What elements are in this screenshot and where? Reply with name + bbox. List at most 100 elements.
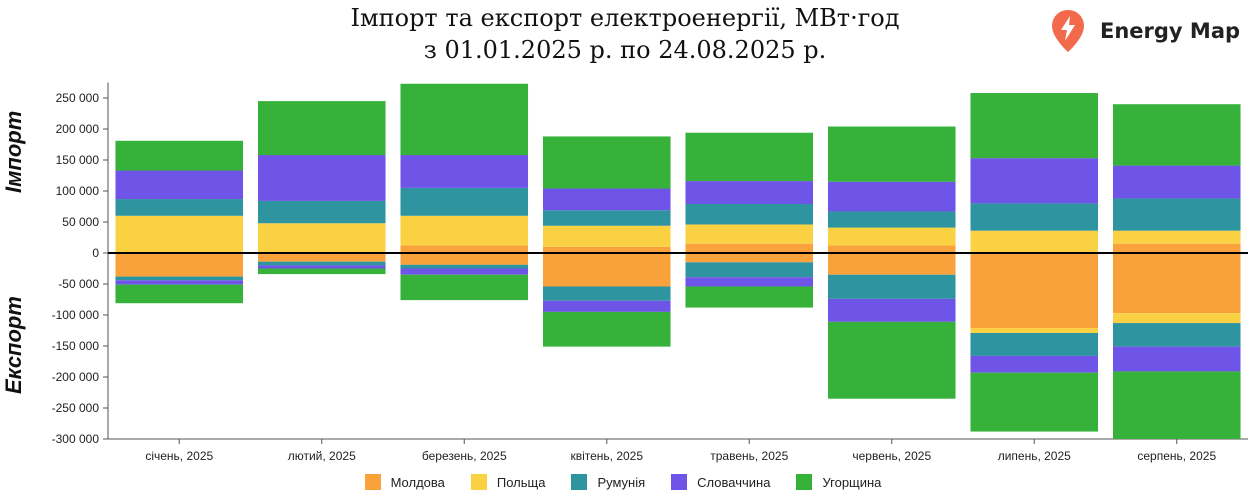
bar-segment-import bbox=[400, 155, 529, 188]
x-tick-label: березень, 2025 bbox=[422, 449, 507, 463]
bar-segment-import bbox=[257, 223, 386, 253]
bar-segment-export bbox=[970, 372, 1099, 432]
bar-segment-import bbox=[115, 215, 244, 253]
y-tick-label: 250 000 bbox=[56, 91, 100, 105]
bar-segment-export bbox=[970, 332, 1099, 356]
bar-segment-import bbox=[827, 126, 956, 182]
chart-subtitle: з 01.01.2025 р. по 24.08.2025 р. bbox=[423, 36, 827, 64]
bar-segment-export bbox=[685, 262, 814, 278]
bar-segment-import bbox=[115, 140, 244, 171]
y-tick-label: -150 000 bbox=[52, 339, 100, 353]
bar-segment-import bbox=[400, 187, 529, 216]
bar-segment-import bbox=[970, 203, 1099, 231]
bar-segment-import bbox=[1112, 104, 1241, 166]
bar-segment-import bbox=[685, 132, 814, 182]
bar-segment-import bbox=[257, 101, 386, 156]
y-tick-label: 100 000 bbox=[56, 184, 100, 198]
legend-swatch bbox=[796, 474, 813, 490]
legend-label: Румунія bbox=[597, 474, 646, 490]
bar-segment-import bbox=[685, 224, 814, 244]
bar-segment-import bbox=[542, 225, 671, 247]
bar-segment-import bbox=[1112, 198, 1241, 231]
bar-segment-export bbox=[827, 274, 956, 299]
bar-segment-export bbox=[257, 253, 386, 262]
bar-segment-export bbox=[257, 265, 386, 269]
bar-segment-export bbox=[970, 253, 1099, 329]
bar-segment-import bbox=[400, 245, 529, 253]
legend-label: Польща bbox=[496, 474, 546, 490]
bar-segment-import bbox=[257, 155, 386, 201]
bar-segment-export bbox=[970, 328, 1099, 333]
bar-segment-import bbox=[970, 158, 1099, 204]
bar-segment-import bbox=[542, 210, 671, 226]
legend: Молдова Польща Румунія Словаччина Угорщина bbox=[0, 474, 1250, 490]
x-tick-label: травень, 2025 bbox=[710, 449, 788, 463]
bar-segment-export bbox=[542, 286, 671, 301]
y-tick-label: -250 000 bbox=[52, 401, 100, 415]
legend-swatch bbox=[671, 474, 688, 490]
bar-segment-import bbox=[827, 181, 956, 212]
y-tick-label: -50 000 bbox=[58, 277, 99, 291]
lightning-pin-icon bbox=[1052, 10, 1084, 52]
bar-segment-import bbox=[1112, 243, 1241, 253]
y-tick-label: -200 000 bbox=[52, 370, 100, 384]
legend-item[interactable]: Румунія bbox=[571, 474, 649, 490]
legend-swatch bbox=[470, 474, 487, 490]
legend-item[interactable]: Молдова bbox=[364, 474, 449, 490]
bar-segment-export bbox=[400, 274, 529, 301]
bar-segment-export bbox=[1112, 313, 1241, 324]
y-tick-label: 50 000 bbox=[62, 215, 99, 229]
y-tick-label: -100 000 bbox=[52, 308, 100, 322]
bar-segment-import bbox=[400, 215, 529, 246]
x-tick-label: січень, 2025 bbox=[145, 449, 213, 463]
x-tick-label: квітень, 2025 bbox=[570, 449, 643, 463]
bar-segment-import bbox=[970, 230, 1099, 253]
bar-segment-export bbox=[115, 253, 244, 277]
y-tick-label: 0 bbox=[92, 246, 99, 260]
legend-swatch bbox=[364, 474, 381, 490]
bar-segment-export bbox=[115, 276, 244, 281]
bar-segment-export bbox=[827, 321, 956, 399]
bar-segment-export bbox=[542, 311, 671, 347]
bar-segment-import bbox=[827, 211, 956, 228]
bar-segment-import bbox=[1112, 165, 1241, 199]
brand-logo[interactable]: Energy Map bbox=[1050, 8, 1240, 54]
bar-segment-import bbox=[400, 83, 529, 156]
bar-segment-export bbox=[400, 264, 529, 269]
x-tick-label: червень, 2025 bbox=[852, 449, 931, 463]
legend-label: Угорщина bbox=[822, 474, 882, 490]
bar-segment-import bbox=[1112, 230, 1241, 244]
bar-segment-export bbox=[685, 286, 814, 308]
bar-segment-export bbox=[257, 268, 386, 275]
bar-segment-import bbox=[542, 136, 671, 189]
bar-segment-import bbox=[685, 181, 814, 205]
bar-segment-import bbox=[685, 243, 814, 253]
bar-segment-export bbox=[257, 261, 386, 266]
chart-title: Імпорт та експорт електроенергії, МВт·го… bbox=[350, 4, 900, 32]
x-tick-label: липень, 2025 bbox=[998, 449, 1071, 463]
bar-segment-import bbox=[970, 93, 1099, 159]
legend-item[interactable]: Словаччина bbox=[671, 474, 774, 490]
bar-segment-export bbox=[827, 253, 956, 275]
legend-label: Словаччина bbox=[697, 474, 771, 490]
bar-segment-import bbox=[827, 245, 956, 253]
bar-segment-export bbox=[542, 253, 671, 287]
bar-segment-export bbox=[1112, 323, 1241, 347]
legend-label: Молдова bbox=[390, 474, 445, 490]
bar-segment-export bbox=[1112, 346, 1241, 372]
legend-item[interactable]: Польща bbox=[470, 474, 550, 490]
bar-segment-export bbox=[400, 253, 529, 265]
bar-segment-export bbox=[685, 253, 814, 263]
bar-segment-export bbox=[1112, 253, 1241, 314]
bar-segment-export bbox=[970, 355, 1099, 373]
x-tick-label: серпень, 2025 bbox=[1137, 449, 1216, 463]
bar-segment-import bbox=[257, 200, 386, 224]
legend-item[interactable]: Угорщина bbox=[796, 474, 885, 490]
bar-segment-export bbox=[1112, 371, 1241, 439]
bar-segment-export bbox=[542, 300, 671, 312]
brand-name: Energy Map bbox=[1100, 19, 1241, 43]
bar-segment-export bbox=[685, 277, 814, 287]
bar-segment-import bbox=[827, 227, 956, 246]
bar-segment-export bbox=[400, 268, 529, 275]
